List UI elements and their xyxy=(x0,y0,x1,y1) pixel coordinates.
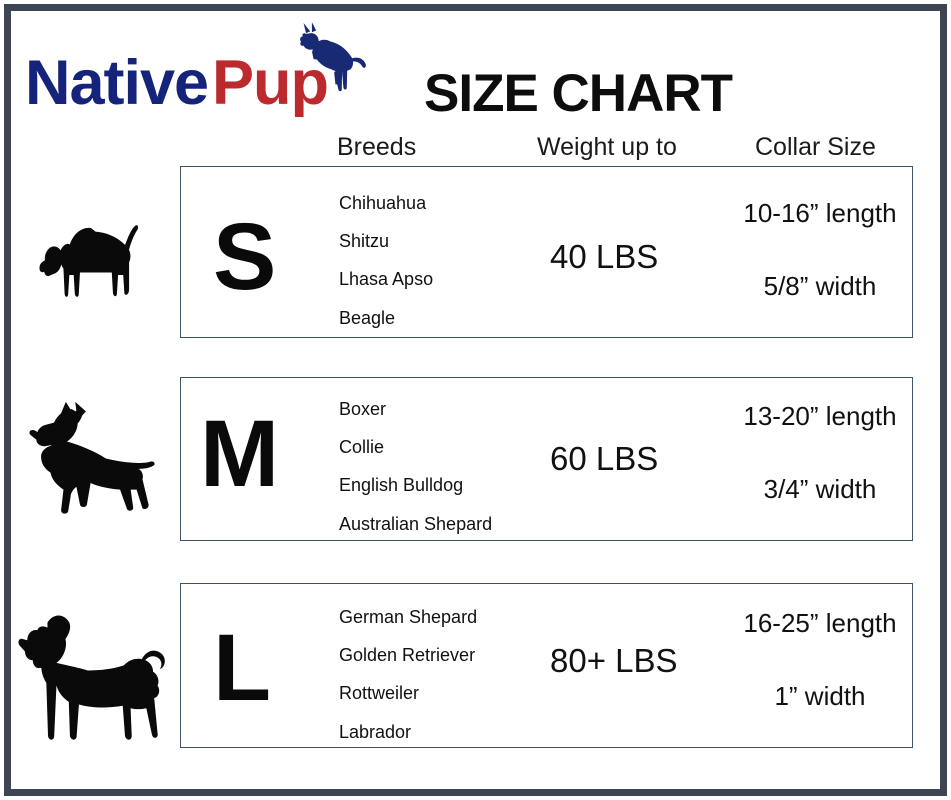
svg-text:Native: Native xyxy=(25,48,208,118)
svg-text:Pup: Pup xyxy=(212,48,328,118)
